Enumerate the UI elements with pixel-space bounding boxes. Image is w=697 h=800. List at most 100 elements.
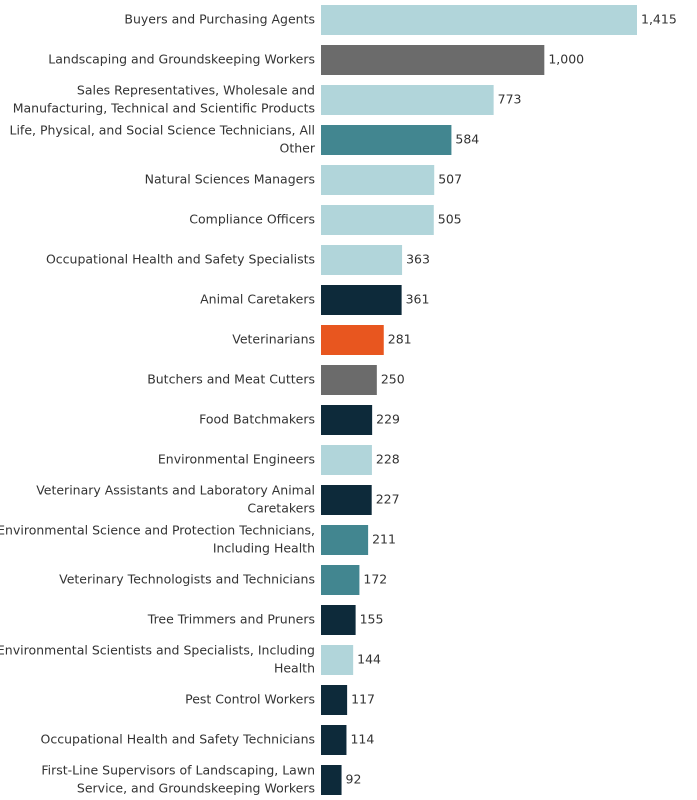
category-label-line: Animal Caretakers bbox=[200, 292, 315, 307]
bar[interactable] bbox=[321, 725, 347, 755]
category-label-line: Veterinary Technologists and Technicians bbox=[59, 572, 315, 587]
category-label-line: Sales Representatives, Wholesale and bbox=[77, 83, 315, 98]
bar[interactable] bbox=[321, 365, 377, 395]
bar[interactable] bbox=[321, 445, 372, 475]
category-label-line: Caretakers bbox=[247, 501, 315, 516]
bar-row: Tree Trimmers and Pruners 155 bbox=[147, 605, 384, 635]
value-label: 228 bbox=[376, 452, 400, 467]
bar[interactable] bbox=[321, 525, 369, 555]
value-label: 114 bbox=[350, 732, 374, 747]
bar-row: Butchers and Meat Cutters 250 bbox=[147, 365, 405, 395]
bar[interactable] bbox=[321, 685, 348, 715]
category-label-line: Butchers and Meat Cutters bbox=[147, 372, 315, 387]
category-label: Sales Representatives, Wholesale and Manu… bbox=[13, 83, 315, 116]
bar-row: Landscaping and Groundskeeping Workers 1,… bbox=[48, 45, 584, 75]
bar-row: Environmental Scientists and Specialists… bbox=[0, 643, 381, 676]
bar-row: First-Line Supervisors of Landscaping, L… bbox=[41, 763, 361, 796]
bar[interactable] bbox=[321, 605, 356, 635]
category-label-line: Landscaping and Groundskeeping Workers bbox=[48, 52, 315, 67]
category-label: Veterinary Technologists and Technicians bbox=[59, 572, 315, 587]
category-label: Buyers and Purchasing Agents bbox=[124, 12, 315, 27]
value-label: 227 bbox=[376, 492, 400, 507]
bar-row: Environmental Engineers 228 bbox=[158, 445, 400, 475]
bar-row: Pest Control Workers 117 bbox=[185, 685, 375, 715]
category-label-line: Veterinarians bbox=[232, 332, 315, 347]
bar-row: Veterinary Technologists and Technicians… bbox=[59, 565, 387, 595]
value-label: 250 bbox=[381, 372, 405, 387]
value-label: 507 bbox=[438, 172, 462, 187]
value-label: 211 bbox=[372, 532, 396, 547]
category-label-line: Environmental Scientists and Specialists… bbox=[0, 643, 315, 658]
category-label-line: Natural Sciences Managers bbox=[145, 172, 315, 187]
value-label: 363 bbox=[406, 252, 430, 267]
bar[interactable] bbox=[321, 325, 384, 355]
bar[interactable] bbox=[321, 85, 494, 115]
bar-row: Food Batchmakers 229 bbox=[199, 405, 400, 435]
category-label: Compliance Officers bbox=[189, 212, 315, 227]
category-label: Landscaping and Groundskeeping Workers bbox=[48, 52, 315, 67]
bar[interactable] bbox=[321, 125, 452, 155]
bar[interactable] bbox=[321, 765, 342, 795]
category-label-line: Life, Physical, and Social Science Techn… bbox=[10, 123, 316, 138]
value-label: 144 bbox=[357, 652, 381, 667]
category-label-line: Environmental Science and Protection Tec… bbox=[0, 523, 315, 538]
bar[interactable] bbox=[321, 165, 435, 195]
category-label-line: Veterinary Assistants and Laboratory Ani… bbox=[36, 483, 315, 498]
bar[interactable] bbox=[321, 645, 354, 675]
category-label: Occupational Health and Safety Specialis… bbox=[46, 252, 315, 267]
category-label-line: Service, and Groundskeeping Workers bbox=[77, 781, 315, 796]
category-label-line: Including Health bbox=[213, 541, 315, 556]
category-label: Pest Control Workers bbox=[185, 692, 315, 707]
value-label: 172 bbox=[363, 572, 387, 587]
value-label: 361 bbox=[406, 292, 430, 307]
category-label-line: Food Batchmakers bbox=[199, 412, 315, 427]
category-label: Natural Sciences Managers bbox=[145, 172, 315, 187]
bar-row: Veterinarians 281 bbox=[232, 325, 412, 355]
bar-row: Buyers and Purchasing Agents 1,415 bbox=[124, 5, 677, 35]
value-label: 281 bbox=[388, 332, 412, 347]
value-label: 584 bbox=[455, 132, 479, 147]
bar-row: Environmental Science and Protection Tec… bbox=[0, 523, 396, 556]
category-label: Butchers and Meat Cutters bbox=[147, 372, 315, 387]
value-label: 1,415 bbox=[641, 12, 677, 27]
category-label: Environmental Engineers bbox=[158, 452, 315, 467]
category-label-line: Occupational Health and Safety Specialis… bbox=[46, 252, 315, 267]
bar[interactable] bbox=[321, 285, 402, 315]
category-label-line: Other bbox=[280, 141, 316, 156]
bar-row: Natural Sciences Managers 507 bbox=[145, 165, 462, 195]
value-label: 505 bbox=[438, 212, 462, 227]
category-label: Environmental Science and Protection Tec… bbox=[0, 523, 315, 556]
bar-row: Occupational Health and Safety Technicia… bbox=[41, 725, 374, 755]
value-label: 155 bbox=[360, 612, 384, 627]
bar-row: Life, Physical, and Social Science Techn… bbox=[10, 123, 480, 156]
category-label-line: Health bbox=[274, 661, 315, 676]
value-label: 117 bbox=[351, 692, 375, 707]
category-label: Occupational Health and Safety Technicia… bbox=[41, 732, 315, 747]
category-label-line: Tree Trimmers and Pruners bbox=[147, 612, 315, 627]
bar[interactable] bbox=[321, 205, 434, 235]
bar-row: Occupational Health and Safety Specialis… bbox=[46, 245, 430, 275]
value-label: 92 bbox=[346, 772, 362, 787]
value-label: 1,000 bbox=[548, 52, 584, 67]
bar[interactable] bbox=[321, 245, 403, 275]
category-label: Animal Caretakers bbox=[200, 292, 315, 307]
bar[interactable] bbox=[321, 405, 373, 435]
category-label: Veterinary Assistants and Laboratory Ani… bbox=[36, 483, 315, 516]
category-label: Food Batchmakers bbox=[199, 412, 315, 427]
bar[interactable] bbox=[321, 45, 545, 75]
bar-row: Compliance Officers 505 bbox=[189, 205, 462, 235]
category-label-line: First-Line Supervisors of Landscaping, L… bbox=[41, 763, 315, 778]
category-label-line: Manufacturing, Technical and Scientific … bbox=[13, 101, 315, 116]
category-label: First-Line Supervisors of Landscaping, L… bbox=[41, 763, 315, 796]
bar-row: Veterinary Assistants and Laboratory Ani… bbox=[36, 483, 399, 516]
category-label: Tree Trimmers and Pruners bbox=[147, 612, 315, 627]
bar[interactable] bbox=[321, 5, 637, 35]
category-label-line: Buyers and Purchasing Agents bbox=[124, 12, 315, 27]
category-label-line: Compliance Officers bbox=[189, 212, 315, 227]
bar[interactable] bbox=[321, 485, 372, 515]
bar[interactable] bbox=[321, 565, 360, 595]
category-label: Environmental Scientists and Specialists… bbox=[0, 643, 315, 676]
value-label: 773 bbox=[498, 92, 522, 107]
bar-row: Sales Representatives, Wholesale and Manu… bbox=[13, 83, 522, 116]
